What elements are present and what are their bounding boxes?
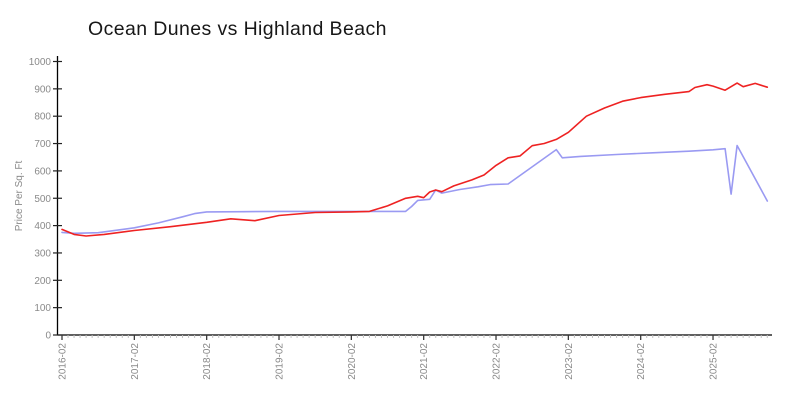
- x-tick-label: 2024-02: [636, 343, 647, 380]
- y-axis-label: Price Per Sq. Ft: [14, 160, 25, 231]
- y-tick-label: 600: [34, 166, 51, 177]
- x-tick-label: 2018-02: [202, 343, 213, 380]
- y-tick-label: 900: [34, 84, 51, 95]
- y-tick-label: 0: [45, 331, 51, 342]
- chart-title: Ocean Dunes vs Highland Beach: [88, 18, 387, 40]
- y-tick-label: 700: [34, 139, 51, 150]
- y-tick-label: 100: [34, 303, 51, 314]
- y-tick-label: 200: [34, 276, 51, 287]
- y-tick-label: 500: [34, 194, 51, 205]
- x-tick-label: 2022-02: [492, 343, 503, 380]
- tick-labels-group: 0 100 200 300 400 500 600 700 800 900 1000 2016-02 2…: [29, 57, 720, 380]
- x-tick-label: 2020-02: [347, 343, 358, 380]
- ticks-group: [53, 60, 768, 340]
- x-tick-label: 2025-02: [709, 343, 720, 380]
- ocean-dunes-line: [61, 82, 769, 237]
- y-tick-label: 1000: [29, 57, 52, 68]
- x-tick-label: 2017-02: [130, 343, 141, 380]
- y-tick-label: 400: [34, 221, 51, 232]
- x-tick-label: 2021-02: [419, 343, 430, 380]
- series-group: [61, 82, 769, 237]
- x-tick-label: 2016-02: [58, 343, 69, 380]
- axes-group: [56, 56, 772, 336]
- x-tick-label: 2019-02: [275, 343, 286, 380]
- x-tick-label: 2023-02: [564, 343, 575, 380]
- y-tick-label: 800: [34, 112, 51, 123]
- highland-beach-line: [61, 144, 769, 235]
- y-tick-label: 300: [34, 248, 51, 259]
